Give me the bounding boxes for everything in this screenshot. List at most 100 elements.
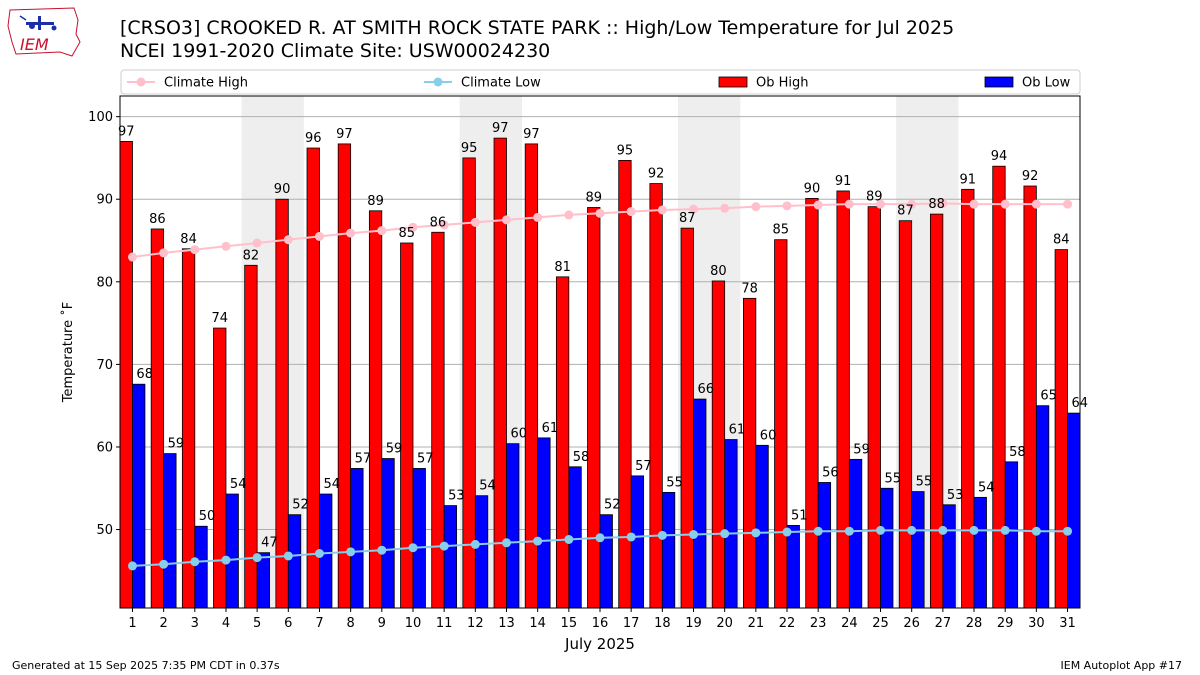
climate-low-point	[252, 553, 262, 563]
climate-low-point	[720, 529, 730, 539]
ob-low-label: 52	[604, 498, 621, 513]
ob-low-bar	[724, 439, 738, 609]
climate-high-point	[470, 217, 480, 227]
ob-low-bar	[443, 505, 458, 609]
ob-low-bar	[630, 475, 645, 609]
climate-low-point	[283, 551, 293, 561]
y-tick-label: 90	[96, 193, 113, 208]
ob-low-label: 59	[168, 437, 185, 452]
climate-high-point	[782, 201, 792, 211]
ob-high-bar	[493, 137, 507, 609]
climate-low-point	[501, 538, 511, 548]
climate-high-point	[501, 215, 511, 225]
climate-low-point	[221, 555, 231, 565]
ob-high-bar	[306, 147, 320, 609]
ob-high-label: 92	[648, 167, 665, 182]
ob-high-label: 90	[274, 182, 291, 197]
x-tick-label: 28	[966, 616, 983, 631]
x-tick-label: 18	[654, 616, 671, 631]
legend-label: Climate High	[164, 76, 248, 91]
climate-high-point	[377, 226, 387, 236]
ob-high-label: 80	[710, 264, 727, 279]
climate-high-point	[813, 200, 823, 210]
x-tick-label: 30	[1028, 616, 1045, 631]
iem-logo: IEM	[6, 6, 82, 64]
climate-low-point	[470, 539, 480, 549]
ob-high-label: 97	[336, 127, 353, 142]
legend-bar-swatch	[718, 76, 748, 88]
ob-low-bar	[661, 491, 676, 609]
ob-high-label: 92	[1022, 169, 1039, 184]
climate-high-point	[1000, 199, 1010, 209]
climate-low-point	[533, 536, 543, 546]
ob-low-bar	[194, 525, 208, 609]
ob-high-bar	[711, 280, 726, 609]
ob-high-label: 89	[585, 190, 602, 205]
x-tick-label: 29	[997, 616, 1014, 631]
ob-low-label: 58	[1009, 445, 1026, 460]
climate-low-point	[938, 525, 948, 535]
legend-bar-swatch	[984, 76, 1014, 88]
ob-low-bar	[537, 437, 551, 609]
climate-lines	[127, 198, 1073, 571]
climate-high-point	[346, 228, 356, 238]
climate-high-point	[969, 199, 979, 209]
ob-high-label: 86	[430, 215, 447, 230]
climate-high-point	[408, 222, 418, 232]
ob-high-bar	[680, 227, 694, 609]
x-tick-label: 4	[222, 616, 230, 631]
climate-low-point	[127, 561, 137, 571]
ob-high-label: 97	[523, 127, 540, 142]
climate-low-point	[626, 532, 636, 542]
climate-high-point	[159, 248, 169, 258]
ob-high-label: 89	[866, 190, 883, 205]
ob-high-label: 91	[960, 172, 977, 187]
x-tick-label: 7	[315, 616, 323, 631]
ob-high-bar	[275, 198, 289, 609]
ob-low-label: 56	[822, 465, 839, 480]
ob-high-bar	[1023, 185, 1037, 609]
ob-high-label: 84	[180, 232, 197, 247]
ob-low-label: 53	[947, 488, 964, 503]
x-tick-label: 16	[592, 616, 609, 631]
ob-low-bar	[132, 383, 146, 609]
x-tick-label: 20	[716, 616, 733, 631]
x-tick-label: 2	[159, 616, 167, 631]
ob-low-bar	[693, 398, 707, 609]
x-tick-label: 3	[191, 616, 199, 631]
climate-low-point	[689, 530, 699, 540]
footer-generated: Generated at 15 Sep 2025 7:35 PM CDT in …	[12, 659, 280, 672]
ob-low-label: 47	[261, 536, 278, 551]
ob-low-bar	[225, 493, 239, 609]
y-tick-label: 100	[88, 110, 113, 125]
ob-low-label: 54	[978, 480, 995, 495]
climate-high-point	[533, 212, 543, 222]
x-tick-label: 5	[253, 616, 261, 631]
ob-low-bar	[599, 514, 613, 609]
climate-high-point	[595, 208, 605, 218]
x-tick-label: 26	[903, 616, 920, 631]
ob-low-label: 52	[292, 498, 309, 513]
x-tick-label: 17	[623, 616, 640, 631]
climate-low-point	[657, 530, 667, 540]
ob-low-label: 50	[199, 509, 216, 524]
bars	[119, 137, 1081, 609]
x-tick-label: 21	[748, 616, 765, 631]
climate-low-point	[751, 528, 761, 538]
climate-high-point	[190, 245, 200, 255]
ob-high-label: 85	[398, 226, 415, 241]
legend-point-swatch	[136, 77, 146, 87]
ob-high-bar	[742, 297, 757, 609]
ob-low-label: 58	[573, 450, 590, 465]
climate-high-point	[314, 231, 324, 241]
ob-high-bar	[150, 228, 165, 609]
ob-low-label: 59	[386, 442, 403, 457]
climate-high-point	[876, 199, 886, 209]
ob-low-label: 65	[1040, 389, 1057, 404]
climate-high-point	[564, 210, 574, 220]
ob-high-bar	[119, 141, 133, 609]
climate-high-point	[439, 220, 449, 230]
climate-high-point	[127, 252, 137, 262]
x-tick-label: 6	[284, 616, 292, 631]
ob-low-bar	[973, 496, 987, 609]
